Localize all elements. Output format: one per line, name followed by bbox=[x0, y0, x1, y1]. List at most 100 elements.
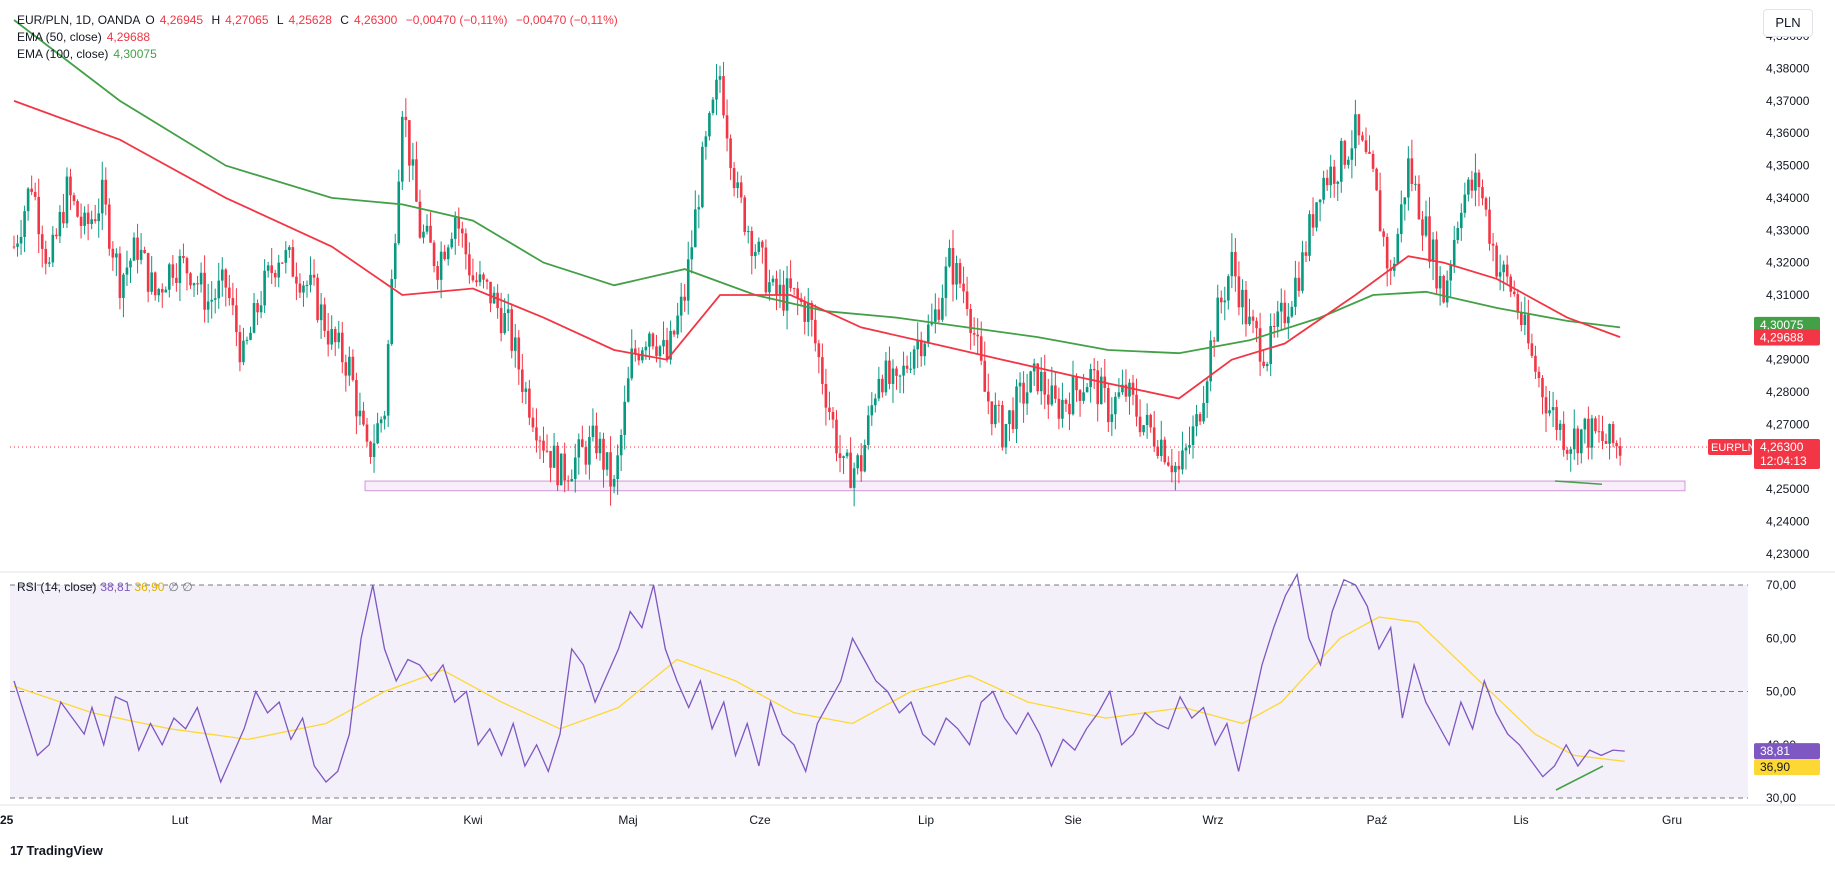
candle-body bbox=[679, 296, 683, 316]
candle-body bbox=[768, 282, 771, 293]
candle-body bbox=[1509, 276, 1513, 292]
candle-body bbox=[1378, 190, 1382, 232]
low-value: 4,25628 bbox=[288, 13, 332, 27]
candle-body bbox=[79, 216, 83, 226]
candle-body bbox=[365, 424, 369, 442]
candle-body bbox=[235, 305, 238, 333]
candle-body bbox=[743, 197, 747, 232]
symbol-label: EUR/PLN, 1D, OANDA bbox=[17, 13, 141, 27]
candle-body bbox=[143, 249, 146, 254]
rsi-axis-tick: 70,00 bbox=[1766, 578, 1796, 592]
candle-body bbox=[1272, 325, 1276, 327]
candle-body bbox=[256, 303, 259, 313]
candle-body bbox=[538, 440, 542, 442]
candle-body bbox=[513, 337, 517, 351]
candle-body bbox=[619, 434, 623, 456]
candle-body bbox=[1008, 410, 1011, 425]
candle-body bbox=[1339, 140, 1343, 182]
candle-body bbox=[566, 480, 570, 482]
rsi-ma-value-tag: 36,90 bbox=[1760, 760, 1790, 774]
price-axis-tick: 4,36000 bbox=[1766, 126, 1810, 140]
candle-body bbox=[182, 255, 185, 259]
candle-body bbox=[344, 362, 348, 376]
candle-body bbox=[1096, 370, 1100, 405]
candle-body bbox=[404, 116, 408, 121]
candle-body bbox=[330, 329, 333, 345]
candle-body bbox=[1075, 376, 1078, 391]
candle-body bbox=[185, 258, 189, 274]
price-axis-tick: 4,29000 bbox=[1766, 353, 1810, 367]
price-axis-tick: 4,32000 bbox=[1766, 256, 1810, 270]
candle-body bbox=[337, 332, 341, 343]
candle-body bbox=[69, 176, 72, 196]
ema50-legend[interactable]: EMA (50, close) 4,29688 bbox=[17, 30, 155, 45]
rsi-extra: ∅ ∅ bbox=[168, 580, 193, 594]
candle-body bbox=[372, 443, 376, 458]
candle-body bbox=[644, 346, 648, 351]
candle-body bbox=[26, 188, 30, 212]
candle-body bbox=[1089, 368, 1092, 388]
candle-body bbox=[302, 285, 305, 293]
candle-body bbox=[517, 337, 521, 370]
candle-body bbox=[598, 438, 602, 454]
candle-body bbox=[1572, 428, 1576, 450]
candle-body bbox=[609, 452, 612, 487]
candle-body bbox=[499, 308, 503, 334]
candle-body bbox=[288, 247, 291, 251]
candle-body bbox=[1548, 410, 1551, 414]
candle-body bbox=[1488, 209, 1491, 244]
candle-body bbox=[1481, 187, 1484, 199]
candle-body bbox=[595, 425, 598, 454]
candle-body bbox=[916, 339, 919, 350]
candle-body bbox=[429, 225, 432, 243]
rsi-legend[interactable]: RSI (14, close) 38,81 36,90 ∅ ∅ bbox=[17, 580, 193, 594]
candle-body bbox=[1241, 289, 1244, 308]
candle-body bbox=[941, 297, 944, 320]
last-price-tag-bg bbox=[1754, 439, 1820, 470]
candle-body bbox=[30, 188, 33, 193]
candle-body bbox=[616, 455, 619, 480]
candle-body bbox=[919, 339, 923, 357]
candle-body bbox=[139, 249, 143, 260]
candle-body bbox=[1227, 276, 1230, 301]
candle-body bbox=[803, 302, 807, 322]
candle-body bbox=[697, 207, 701, 210]
candle-body bbox=[340, 332, 344, 363]
price-axis-tick: 4,35000 bbox=[1766, 159, 1810, 173]
candle-body bbox=[1258, 328, 1262, 362]
candle-body bbox=[1498, 272, 1502, 277]
tradingview-logo-icon: 17 bbox=[10, 843, 24, 858]
candle-body bbox=[1530, 343, 1534, 356]
tradingview-logo[interactable]: 17 TradingView bbox=[10, 843, 103, 858]
candle-body bbox=[633, 348, 637, 355]
candle-body bbox=[175, 277, 178, 284]
currency-button[interactable]: PLN bbox=[1763, 9, 1813, 37]
candle-body bbox=[1364, 140, 1368, 152]
candle-body bbox=[951, 247, 955, 285]
candle-body bbox=[1558, 423, 1562, 430]
candle-body bbox=[411, 159, 415, 166]
candle-body bbox=[524, 388, 528, 392]
candle-body bbox=[1128, 382, 1131, 397]
candle-body bbox=[1512, 291, 1516, 295]
candle-body bbox=[1516, 294, 1520, 313]
candle-body bbox=[482, 274, 485, 280]
ema100-legend[interactable]: EMA (100, close) 4,30075 bbox=[17, 47, 162, 62]
candle-body bbox=[1121, 384, 1124, 393]
candle-body bbox=[1255, 320, 1258, 329]
candle-body bbox=[623, 401, 626, 435]
time-axis-label: Lis bbox=[1513, 813, 1528, 827]
candle-body bbox=[1421, 219, 1424, 236]
candle-body bbox=[471, 275, 475, 281]
candle-body bbox=[432, 242, 436, 267]
candle-body bbox=[390, 279, 394, 345]
candle-body bbox=[1537, 371, 1541, 378]
candle-body bbox=[146, 253, 150, 292]
candle-body bbox=[362, 410, 365, 425]
candle-body bbox=[1354, 114, 1357, 149]
candle-body bbox=[1181, 450, 1184, 470]
change-percent-value: −0,00470 (−0,11%) bbox=[515, 13, 618, 27]
candle-body bbox=[1431, 239, 1435, 262]
candle-body bbox=[1608, 423, 1611, 444]
